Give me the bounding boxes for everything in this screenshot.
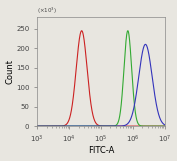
Y-axis label: Count: Count bbox=[5, 59, 15, 84]
Text: $(\times10^3)$: $(\times10^3)$ bbox=[37, 6, 57, 16]
X-axis label: FITC-A: FITC-A bbox=[88, 147, 114, 155]
